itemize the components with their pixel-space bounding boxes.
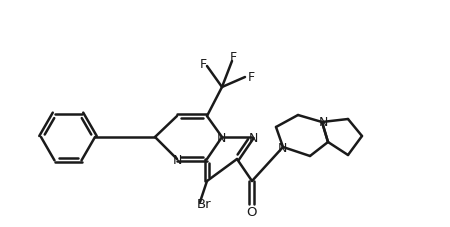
Text: N: N — [248, 131, 258, 144]
Text: N: N — [172, 154, 182, 167]
Text: N: N — [277, 141, 287, 154]
Text: F: F — [230, 50, 237, 63]
Text: O: O — [247, 206, 257, 219]
Text: F: F — [199, 57, 207, 70]
Text: F: F — [248, 70, 255, 83]
Text: N: N — [216, 131, 226, 144]
Text: N: N — [318, 115, 328, 128]
Text: Br: Br — [197, 198, 212, 211]
